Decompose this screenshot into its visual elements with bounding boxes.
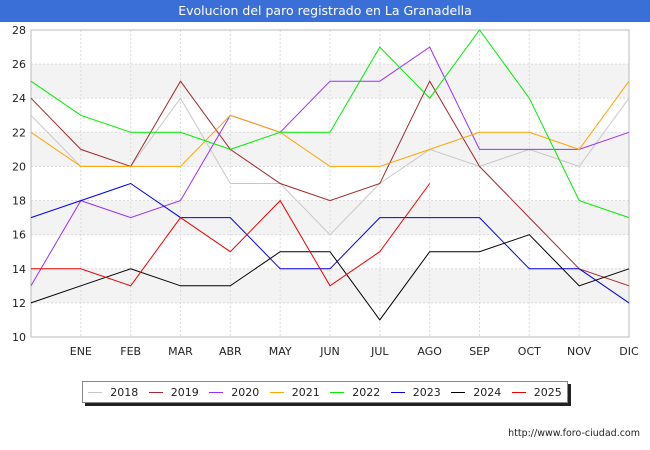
y-tick-label: 26	[12, 58, 26, 71]
y-tick-label: 28	[12, 24, 26, 37]
legend-swatch	[148, 391, 163, 393]
legend-label: 2021	[291, 385, 320, 399]
legend-swatch	[511, 391, 526, 393]
legend-label: 2025	[533, 385, 562, 399]
chart-title: Evolucion del paro registrado en La Gran…	[0, 0, 650, 22]
y-tick-label: 10	[12, 331, 26, 344]
x-tick-label: JUL	[370, 345, 389, 358]
legend-swatch	[390, 391, 405, 393]
y-tick-label: 12	[12, 297, 26, 310]
series-line-2020	[30, 46, 630, 287]
x-tick-label: NOV	[567, 345, 592, 358]
x-tick-label: ABR	[219, 345, 242, 358]
legend-item-2020: 2020	[209, 386, 259, 399]
legend-swatch	[209, 391, 224, 393]
x-tick-label: FEB	[120, 345, 141, 358]
legend-item-2021: 2021	[269, 385, 320, 399]
legend-item-2019: 2019	[148, 385, 199, 399]
y-tick-label: 16	[12, 229, 26, 242]
y-tick-label: 14	[12, 263, 26, 276]
legend-swatch	[269, 391, 284, 393]
legend-item-2022: 2022	[330, 386, 380, 399]
legend-label: 2023	[412, 385, 441, 399]
x-tick-label: OCT	[518, 345, 541, 358]
series-line-2025	[31, 183, 431, 287]
series-line-2023	[30, 182, 630, 304]
legend-label: 2019	[170, 385, 199, 399]
x-tick-label: MAR	[168, 345, 193, 358]
plot-border	[30, 29, 630, 338]
series-line-2024	[30, 234, 630, 321]
legend-label: 2018	[110, 385, 139, 399]
y-tick-label: 20	[12, 160, 26, 173]
series-lines	[30, 29, 630, 321]
legend-item-2024: 2024	[451, 386, 501, 399]
legend: 2018 2019 2020 2021 2022 2023 2024 2025	[82, 381, 568, 403]
legend-label: 2022	[352, 385, 381, 399]
x-axis-ticks: ENE FEB MAR ABR MAY JUN JUL AGO SEP OCT NOV DIC	[70, 345, 639, 358]
x-tick-label: SEP	[469, 345, 490, 358]
legend-swatch	[88, 391, 103, 393]
x-tick-label: JUN	[319, 345, 340, 358]
band	[31, 200, 629, 235]
y-tick-label: 24	[12, 92, 26, 105]
legend-item-2025: 2025	[511, 385, 562, 399]
x-tick-label: ENE	[70, 345, 92, 358]
y-axis-ticks: 10 12 14 16 18 20 22 24 26 28	[12, 24, 26, 344]
x-tick-label: AGO	[417, 345, 442, 358]
series-line-2022	[30, 29, 630, 219]
legend-item-2018: 2018	[88, 386, 138, 399]
legend-swatch	[451, 391, 466, 393]
x-tick-label: DIC	[619, 345, 639, 358]
y-tick-label: 22	[12, 126, 26, 139]
series-line-2021	[30, 80, 630, 167]
legend-swatch	[330, 391, 345, 393]
source-text: http://www.foro-ciudad.com	[508, 428, 640, 439]
x-tick-label: MAY	[269, 345, 292, 358]
legend-label: 2024	[473, 385, 502, 399]
legend-label: 2020	[231, 385, 260, 399]
y-tick-label: 18	[12, 195, 26, 208]
legend-item-2023: 2023	[390, 385, 441, 399]
